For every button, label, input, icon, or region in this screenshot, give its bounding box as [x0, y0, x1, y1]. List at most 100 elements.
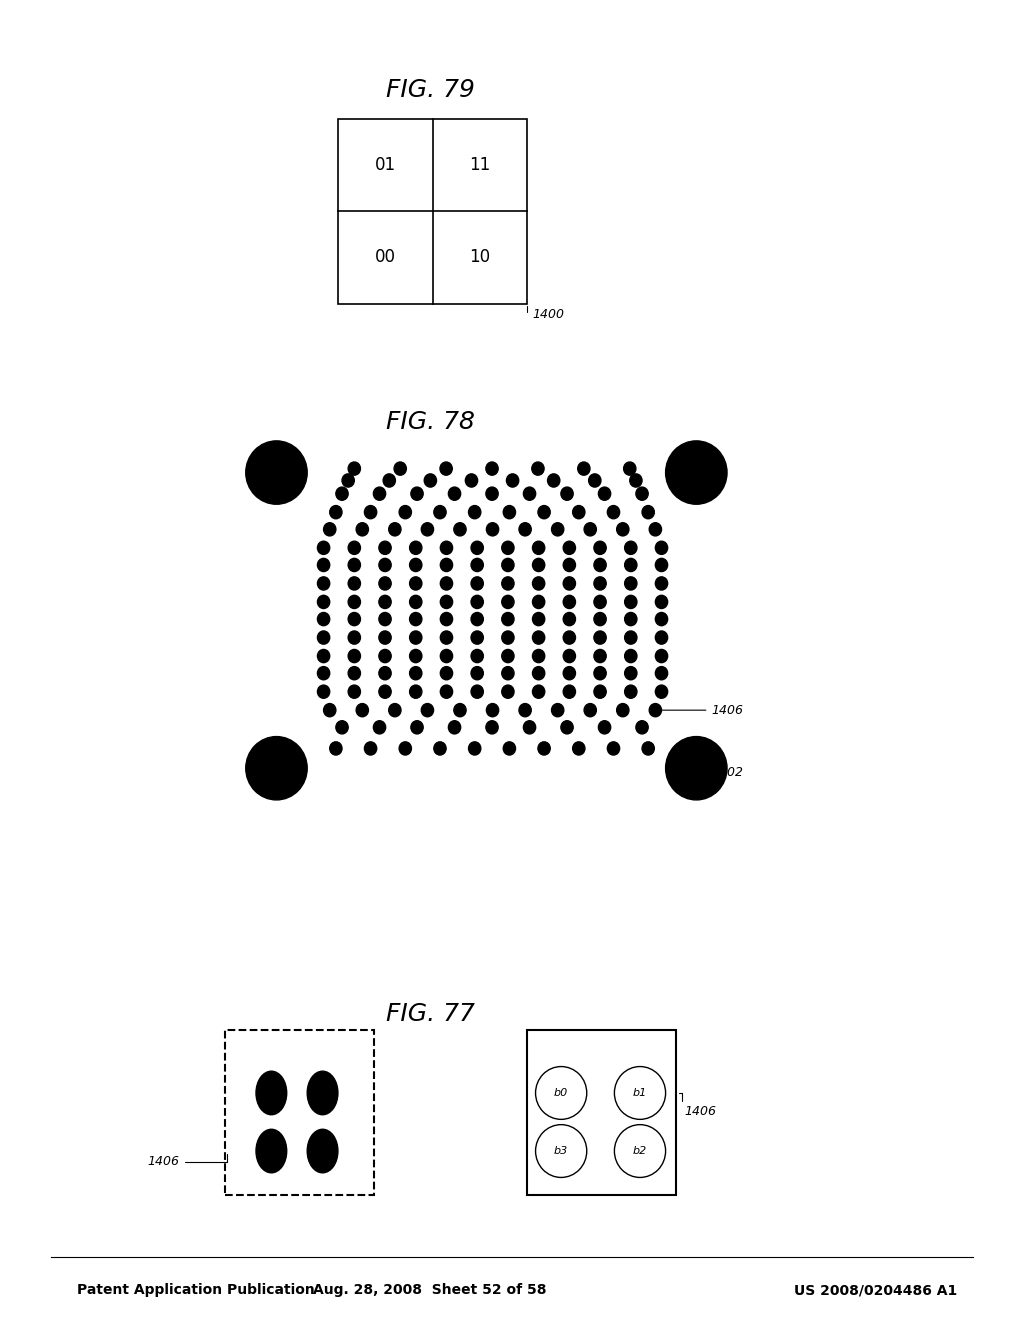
Ellipse shape [348, 595, 360, 609]
Text: 01: 01 [375, 156, 396, 174]
Ellipse shape [655, 685, 668, 698]
Ellipse shape [246, 737, 307, 800]
Ellipse shape [507, 474, 519, 487]
Ellipse shape [584, 704, 596, 717]
Ellipse shape [594, 541, 606, 554]
Ellipse shape [348, 577, 360, 590]
Ellipse shape [532, 685, 545, 698]
Ellipse shape [411, 487, 423, 500]
Ellipse shape [594, 631, 606, 644]
Ellipse shape [625, 667, 637, 680]
Ellipse shape [625, 541, 637, 554]
Text: FIG. 79: FIG. 79 [386, 78, 474, 102]
Ellipse shape [502, 612, 514, 626]
Ellipse shape [348, 667, 360, 680]
Text: b0: b0 [554, 1088, 568, 1098]
Text: 1406: 1406 [147, 1155, 179, 1168]
Ellipse shape [523, 487, 536, 500]
Ellipse shape [532, 541, 545, 554]
Ellipse shape [589, 474, 601, 487]
Ellipse shape [469, 742, 481, 755]
Ellipse shape [336, 487, 348, 500]
Text: 1402: 1402 [712, 766, 743, 779]
Ellipse shape [440, 612, 453, 626]
Ellipse shape [561, 721, 573, 734]
Ellipse shape [471, 631, 483, 644]
Ellipse shape [465, 474, 477, 487]
Ellipse shape [519, 523, 531, 536]
Ellipse shape [614, 1125, 666, 1177]
Ellipse shape [502, 577, 514, 590]
Ellipse shape [440, 649, 453, 663]
Ellipse shape [594, 595, 606, 609]
Ellipse shape [374, 487, 386, 500]
Ellipse shape [666, 441, 727, 504]
Ellipse shape [348, 685, 360, 698]
Ellipse shape [502, 631, 514, 644]
Ellipse shape [256, 1129, 287, 1172]
Ellipse shape [440, 462, 453, 475]
Ellipse shape [532, 612, 545, 626]
Ellipse shape [642, 506, 654, 519]
Ellipse shape [411, 721, 423, 734]
Ellipse shape [394, 462, 407, 475]
Ellipse shape [410, 577, 422, 590]
Ellipse shape [594, 649, 606, 663]
Ellipse shape [365, 506, 377, 519]
Ellipse shape [471, 595, 483, 609]
Ellipse shape [594, 558, 606, 572]
Text: 10: 10 [469, 248, 490, 267]
Ellipse shape [449, 721, 461, 734]
Text: 1400: 1400 [532, 308, 564, 321]
Ellipse shape [440, 667, 453, 680]
Ellipse shape [625, 685, 637, 698]
Ellipse shape [399, 742, 412, 755]
Ellipse shape [485, 487, 499, 500]
Ellipse shape [256, 1072, 287, 1114]
Ellipse shape [563, 541, 575, 554]
Ellipse shape [342, 474, 354, 487]
Ellipse shape [317, 667, 330, 680]
Ellipse shape [502, 667, 514, 680]
Ellipse shape [594, 577, 606, 590]
Bar [338, 119, 527, 304]
Bar [527, 1030, 676, 1195]
Ellipse shape [649, 704, 662, 717]
Ellipse shape [365, 742, 377, 755]
Ellipse shape [324, 523, 336, 536]
Ellipse shape [563, 667, 575, 680]
Ellipse shape [625, 577, 637, 590]
Ellipse shape [502, 541, 514, 554]
Text: Patent Application Publication: Patent Application Publication [77, 1283, 314, 1298]
Ellipse shape [625, 649, 637, 663]
Ellipse shape [666, 737, 727, 800]
Ellipse shape [317, 685, 330, 698]
Ellipse shape [471, 649, 483, 663]
Ellipse shape [598, 721, 610, 734]
Ellipse shape [563, 595, 575, 609]
Ellipse shape [410, 612, 422, 626]
Text: US 2008/0204486 A1: US 2008/0204486 A1 [795, 1283, 957, 1298]
Text: 1406: 1406 [712, 704, 743, 717]
Ellipse shape [572, 742, 585, 755]
Ellipse shape [552, 523, 564, 536]
Ellipse shape [471, 667, 483, 680]
Ellipse shape [563, 685, 575, 698]
Text: b3: b3 [554, 1146, 568, 1156]
Ellipse shape [563, 631, 575, 644]
Ellipse shape [532, 577, 545, 590]
Ellipse shape [410, 685, 422, 698]
Ellipse shape [649, 523, 662, 536]
Ellipse shape [486, 704, 499, 717]
Ellipse shape [532, 649, 545, 663]
Ellipse shape [655, 577, 668, 590]
Ellipse shape [594, 612, 606, 626]
Ellipse shape [348, 649, 360, 663]
Ellipse shape [531, 462, 544, 475]
Ellipse shape [584, 523, 596, 536]
Ellipse shape [636, 721, 648, 734]
Ellipse shape [317, 558, 330, 572]
Ellipse shape [469, 506, 481, 519]
Ellipse shape [625, 595, 637, 609]
Ellipse shape [532, 558, 545, 572]
